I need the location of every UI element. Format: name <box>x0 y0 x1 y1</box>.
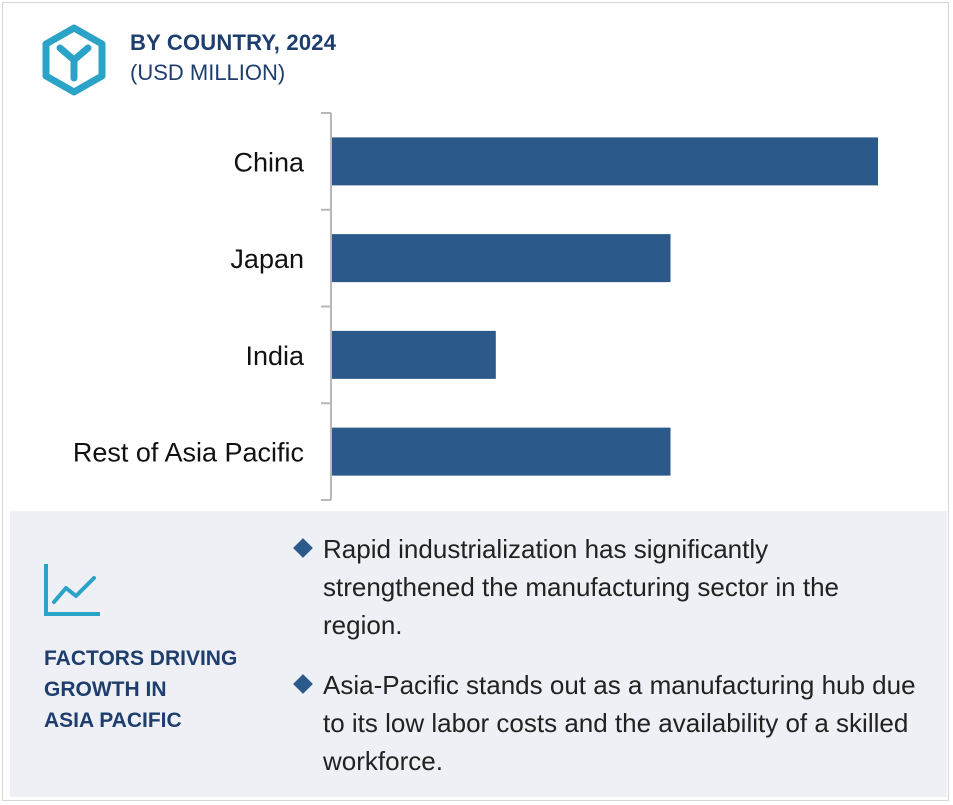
bar-japan <box>332 234 671 283</box>
factors-panel <box>10 511 947 797</box>
trend-chart-icon <box>44 564 100 616</box>
factor-bullet-text: Rapid industrialization has significantl… <box>323 534 839 640</box>
chart-title: BY COUNTRY, 2024 <box>130 30 337 55</box>
category-label: Rest of Asia Pacific <box>73 438 304 468</box>
factors-heading: FACTORS DRIVING GROWTH IN ASIA PACIFIC <box>44 643 274 736</box>
bar-china <box>332 137 878 186</box>
bar-rest-of-asia-pacific <box>332 427 671 476</box>
factor-bullet: Rapid industrialization has significantl… <box>293 530 916 644</box>
category-label: Japan <box>230 244 304 274</box>
diamond-bullet-icon <box>293 538 313 558</box>
factors-heading-line: FACTORS DRIVING <box>44 647 238 670</box>
diamond-bullet-icon <box>293 674 313 694</box>
factors-heading-line: GROWTH IN <box>44 678 167 701</box>
factor-bullet-text: Asia-Pacific stands out as a manufacturi… <box>323 670 916 776</box>
category-label: China <box>233 147 305 177</box>
bar-chart: China Japan India Rest of Asia Pacific <box>73 112 878 501</box>
chart-subtitle: (USD MILLION) <box>130 60 286 85</box>
hexagon-y-icon <box>42 24 106 96</box>
category-label: India <box>245 341 305 371</box>
factors-heading-line: ASIA PACIFIC <box>44 709 182 732</box>
bar-india <box>332 330 496 379</box>
factor-bullet: Asia-Pacific stands out as a manufacturi… <box>293 666 916 780</box>
